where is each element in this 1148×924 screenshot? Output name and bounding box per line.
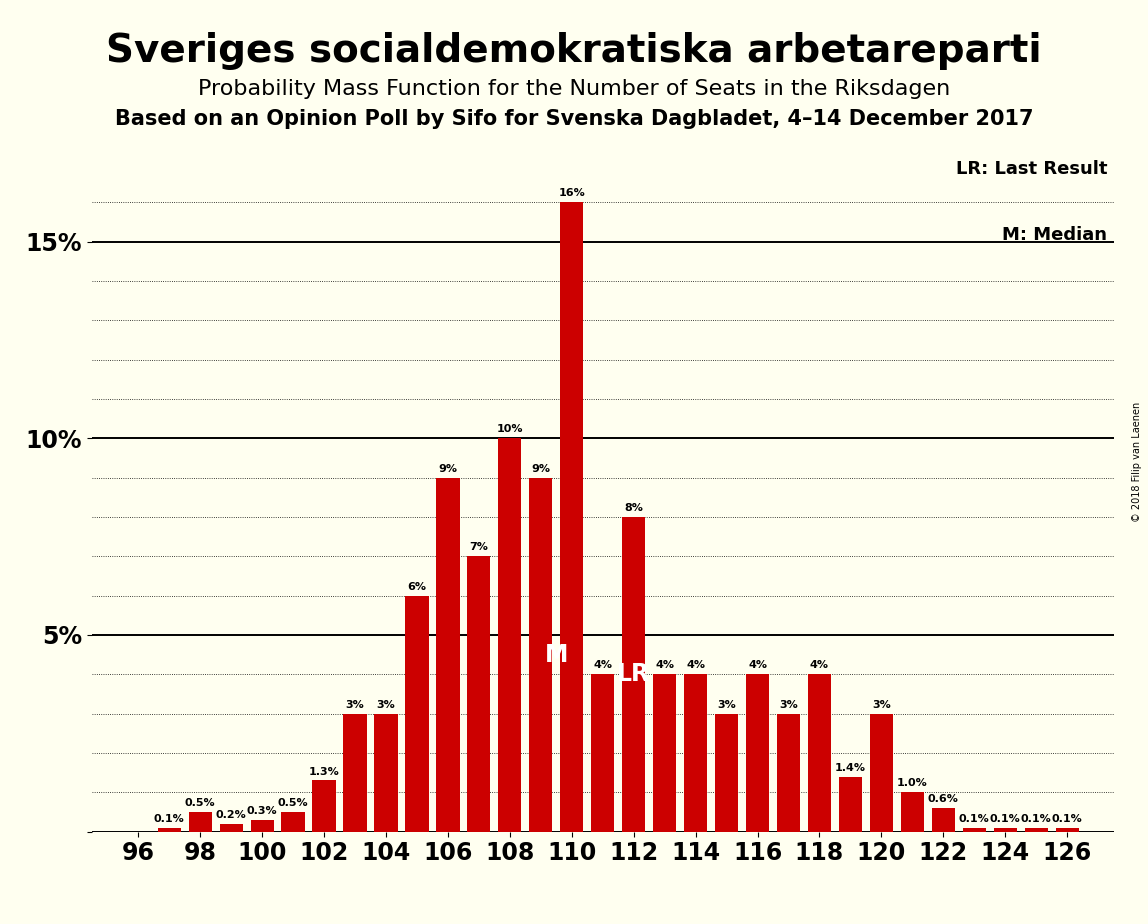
Bar — [932, 808, 955, 832]
Text: © 2018 Filip van Laenen: © 2018 Filip van Laenen — [1132, 402, 1142, 522]
Text: 9%: 9% — [532, 464, 550, 474]
Bar — [1024, 828, 1048, 832]
Text: Based on an Opinion Poll by Sifo for Svenska Dagbladet, 4–14 December 2017: Based on an Opinion Poll by Sifo for Sve… — [115, 109, 1033, 129]
Bar — [901, 792, 924, 832]
Text: M: Median: M: Median — [1002, 225, 1108, 244]
Bar — [963, 828, 986, 832]
Bar — [219, 823, 242, 832]
Bar — [467, 556, 490, 832]
Text: M: M — [544, 642, 568, 666]
Text: 3%: 3% — [779, 699, 798, 710]
Bar — [312, 781, 335, 832]
Text: 16%: 16% — [558, 188, 585, 199]
Text: 0.6%: 0.6% — [928, 794, 959, 804]
Text: 0.5%: 0.5% — [278, 798, 309, 808]
Text: Probability Mass Function for the Number of Seats in the Riksdagen: Probability Mass Function for the Number… — [197, 79, 951, 99]
Text: 8%: 8% — [625, 503, 643, 513]
Bar — [591, 675, 614, 832]
Bar — [777, 713, 800, 832]
Bar — [188, 812, 212, 832]
Text: 0.1%: 0.1% — [959, 814, 990, 823]
Text: LR: Last Result: LR: Last Result — [956, 161, 1108, 178]
Text: 3%: 3% — [872, 699, 891, 710]
Text: 10%: 10% — [497, 424, 523, 434]
Bar — [281, 812, 304, 832]
Text: 0.5%: 0.5% — [185, 798, 216, 808]
Text: 0.1%: 0.1% — [1052, 814, 1083, 823]
Bar — [560, 202, 583, 832]
Bar — [405, 596, 428, 832]
Text: 6%: 6% — [408, 581, 426, 591]
Bar — [498, 438, 521, 832]
Text: 0.2%: 0.2% — [216, 809, 247, 820]
Text: 0.1%: 0.1% — [1021, 814, 1052, 823]
Bar — [808, 675, 831, 832]
Text: 4%: 4% — [687, 661, 705, 670]
Bar — [746, 675, 769, 832]
Text: 4%: 4% — [594, 661, 612, 670]
Bar — [374, 713, 397, 832]
Bar — [870, 713, 893, 832]
Bar — [157, 828, 181, 832]
Bar — [436, 478, 459, 832]
Bar — [529, 478, 552, 832]
Text: LR: LR — [618, 663, 650, 687]
Bar — [993, 828, 1017, 832]
Text: 0.1%: 0.1% — [154, 814, 185, 823]
Text: 7%: 7% — [470, 542, 488, 553]
Text: Sveriges socialdemokratiska arbetareparti: Sveriges socialdemokratiska arbetarepart… — [106, 32, 1042, 70]
Text: 1.4%: 1.4% — [835, 762, 866, 772]
Text: 3%: 3% — [718, 699, 736, 710]
Bar — [715, 713, 738, 832]
Text: 4%: 4% — [748, 661, 767, 670]
Bar — [684, 675, 707, 832]
Text: 4%: 4% — [810, 661, 829, 670]
Bar — [653, 675, 676, 832]
Text: 0.3%: 0.3% — [247, 806, 278, 816]
Text: 1.0%: 1.0% — [897, 778, 928, 788]
Text: 3%: 3% — [377, 699, 395, 710]
Bar — [343, 713, 366, 832]
Text: 9%: 9% — [439, 464, 457, 474]
Bar — [1055, 828, 1079, 832]
Bar — [839, 776, 862, 832]
Text: 3%: 3% — [346, 699, 364, 710]
Bar — [250, 820, 273, 832]
Text: 1.3%: 1.3% — [309, 767, 340, 776]
Bar — [622, 517, 645, 832]
Text: 0.1%: 0.1% — [990, 814, 1021, 823]
Text: 4%: 4% — [656, 661, 674, 670]
